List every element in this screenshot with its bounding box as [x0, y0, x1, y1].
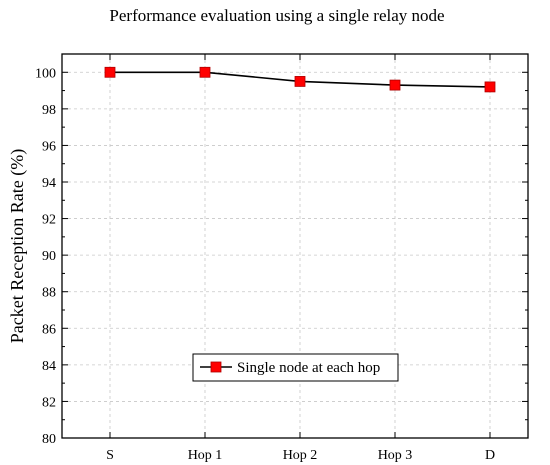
x-tick-label: Hop 1 — [188, 448, 223, 463]
x-tick-label: Hop 3 — [378, 448, 413, 463]
y-tick-label: 94 — [42, 176, 56, 191]
chart-title: Performance evaluation using a single re… — [109, 6, 444, 25]
x-tick-label: S — [106, 448, 114, 463]
x-tick-label: Hop 2 — [283, 448, 318, 463]
legend-label: Single node at each hop — [237, 360, 380, 376]
y-tick-label: 92 — [42, 213, 56, 228]
y-axis-label: Packet Reception Rate (%) — [7, 149, 28, 343]
data-point — [389, 79, 401, 91]
y-tick-label: 88 — [42, 286, 56, 301]
y-tick-label: 82 — [42, 395, 56, 410]
series-layer — [104, 66, 496, 93]
y-tick-label: 84 — [42, 359, 56, 374]
x-axis: S Hop 1 Hop 2 Hop 3 D — [106, 54, 495, 463]
legend-marker-sample — [210, 361, 222, 373]
data-point — [294, 76, 306, 87]
y-tick-label: 96 — [42, 139, 56, 154]
data-point — [104, 66, 116, 78]
y-axis: 80 82 84 86 88 90 92 94 96 98 100 — [35, 66, 528, 447]
plot-frame — [61, 53, 529, 439]
y-tick-label: 90 — [42, 249, 56, 264]
data-point — [199, 66, 211, 78]
x-tick-label: D — [485, 448, 495, 463]
data-point — [484, 81, 496, 93]
y-tick-label: 80 — [42, 432, 56, 447]
y-tick-label: 98 — [42, 103, 56, 118]
y-tick-label: 86 — [42, 322, 56, 337]
y-tick-label: 100 — [35, 66, 56, 81]
legend: Single node at each hop — [192, 353, 399, 382]
